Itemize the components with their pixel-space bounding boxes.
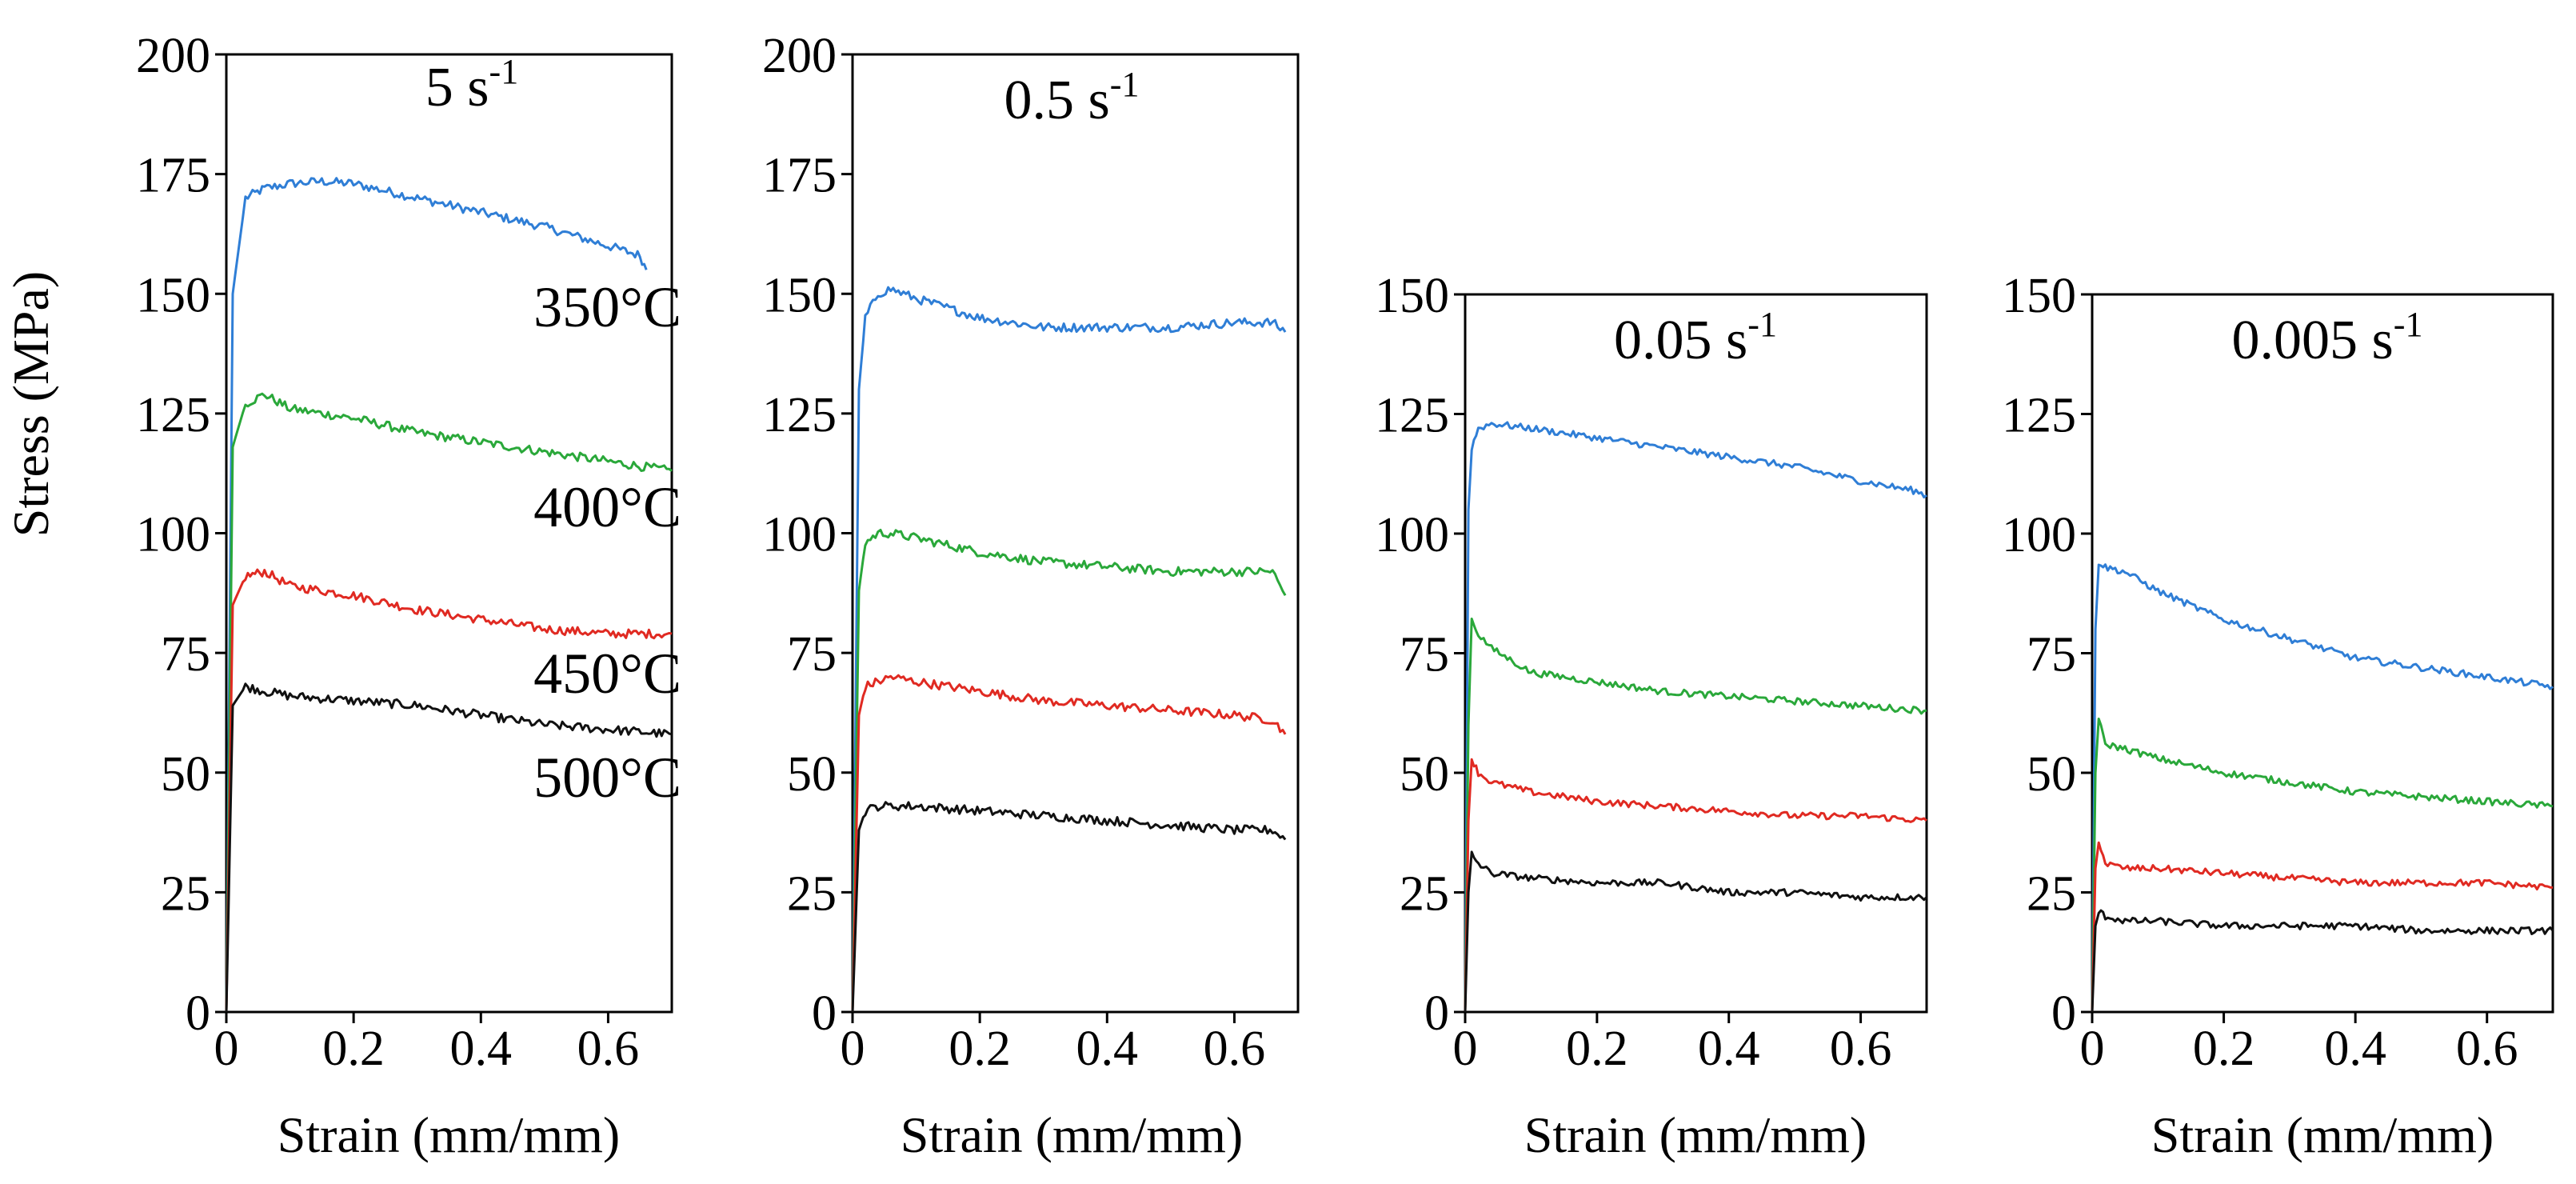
series-line-400C	[225, 392, 673, 1013]
x-tick-label: 0.4	[1076, 1022, 1139, 1076]
series-line-350C	[1464, 421, 1927, 1013]
series-line-350C	[225, 177, 648, 1013]
x-tick-label: 0.4	[1698, 1022, 1760, 1076]
y-tick-label: 100	[1375, 508, 1449, 562]
panel-title: 0.005 s-1	[2232, 305, 2423, 371]
series-line-400C	[2091, 718, 2554, 1013]
plot-frame	[2091, 293, 2554, 1014]
series-line-500C	[1464, 850, 1928, 1013]
y-tick-label: 175	[136, 149, 210, 203]
panel-0.5: 0 25 50 75 100 125 150 175 200 0 0.2 0.4 0.6 0.5 s-…	[762, 29, 1300, 1163]
x-tick-label: 0	[2080, 1022, 2105, 1076]
curves	[1464, 421, 1928, 1013]
x-tick-label: 0.2	[2193, 1022, 2255, 1076]
panel-title: 0.05 s-1	[1614, 305, 1777, 371]
x-tick-label: 0	[841, 1022, 865, 1076]
y-tick-label: 75	[161, 627, 210, 682]
series-line-450C	[1464, 758, 1927, 1013]
y-tick-label: 150	[136, 268, 210, 322]
curves	[225, 177, 673, 1013]
y-tick-label: 100	[762, 508, 837, 562]
y-tick-label: 200	[762, 29, 837, 83]
series-line-500C	[225, 682, 673, 1013]
series-label-500: 500°C	[533, 746, 681, 810]
y-tick-label: 125	[136, 388, 210, 442]
y-tick-label: 150	[2002, 269, 2076, 323]
x-tick-label: 0.2	[1566, 1022, 1628, 1076]
y-tick-label: 100	[2002, 508, 2076, 562]
plot-frame	[851, 53, 1300, 1014]
panel-title: 5 s-1	[425, 52, 518, 118]
x-ticks: 0 0.2 0.4 0.6	[841, 1012, 1266, 1076]
series-line-400C	[1464, 618, 1927, 1013]
y-tick-label: 50	[787, 747, 837, 802]
x-tick-label: 0.6	[2456, 1022, 2518, 1076]
y-tick-label: 200	[136, 29, 210, 83]
series-label-350: 350°C	[533, 275, 681, 339]
series-line-450C	[225, 568, 673, 1013]
y-tick-label: 50	[161, 747, 210, 802]
y-tick-label: 175	[762, 149, 837, 203]
x-ticks: 0 0.2 0.4 0.6	[2080, 1012, 2518, 1076]
y-tick-label: 25	[161, 866, 210, 921]
series-line-350C	[2091, 563, 2554, 1013]
y-ticks: 0 25 50 75 100 125 150	[2002, 269, 2092, 1041]
y-tick-label: 25	[2027, 867, 2076, 922]
panel-0.005: 0 25 50 75 100 125 150 0 0.2 0.4 0.6 0.005 s-1 St…	[2002, 269, 2554, 1163]
series-line-350C	[851, 286, 1287, 1013]
plot-frame	[1464, 293, 1928, 1014]
x-tick-label: 0.6	[1204, 1022, 1266, 1076]
y-ticks: 0 25 50 75 100 125 150	[1375, 269, 1465, 1041]
series-line-500C	[851, 801, 1287, 1013]
y-tick-label: 0	[186, 986, 210, 1041]
y-ticks: 0 25 50 75 100 125 150 175 200	[136, 29, 226, 1041]
curves	[851, 286, 1287, 1013]
series-line-450C	[851, 674, 1287, 1013]
x-tick-label: 0.4	[2324, 1022, 2386, 1076]
curves	[2091, 563, 2554, 1013]
y-tick-label: 0	[1424, 986, 1449, 1041]
y-tick-label: 75	[2027, 628, 2076, 682]
series-label-450: 450°C	[533, 642, 681, 706]
y-tick-label: 100	[136, 508, 210, 562]
y-tick-label: 0	[2051, 986, 2076, 1041]
x-axis-title: Strain (mm/mm)	[901, 1106, 1243, 1163]
x-axis-title: Strain (mm/mm)	[2151, 1106, 2494, 1163]
x-tick-label: 0	[1453, 1022, 1478, 1076]
x-tick-label: 0.6	[1830, 1022, 1892, 1076]
x-tick-label: 0	[214, 1022, 239, 1076]
panel-title: 0.5 s-1	[1004, 65, 1140, 131]
series-line-400C	[851, 529, 1287, 1013]
x-axis-title: Strain (mm/mm)	[1524, 1106, 1867, 1163]
y-tick-label: 25	[787, 866, 837, 921]
panel-0.05: 0 25 50 75 100 125 150 0 0.2 0.4 0.6 0.05 s-1 Str…	[1375, 269, 1928, 1163]
x-ticks: 0 0.2 0.4 0.6	[1453, 1012, 1892, 1076]
y-tick-label: 75	[1400, 628, 1449, 682]
x-tick-label: 0.2	[322, 1022, 385, 1076]
series-label-400: 400°C	[533, 475, 681, 539]
y-tick-label: 0	[812, 986, 837, 1041]
y-tick-label: 150	[762, 268, 837, 322]
y-tick-label: 125	[2002, 389, 2076, 443]
y-tick-label: 150	[1375, 269, 1449, 323]
y-tick-label: 125	[762, 388, 837, 442]
y-ticks: 0 25 50 75 100 125 150 175 200	[762, 29, 853, 1041]
series-line-450C	[2091, 841, 2554, 1013]
y-axis-title: Stress (MPa)	[2, 271, 59, 537]
y-tick-label: 50	[1400, 747, 1449, 802]
y-tick-label: 50	[2027, 747, 2076, 802]
series-line-500C	[2091, 909, 2554, 1013]
x-tick-label: 0.2	[949, 1022, 1011, 1076]
y-tick-label: 75	[787, 627, 837, 682]
x-axis-title: Strain (mm/mm)	[278, 1106, 620, 1163]
y-tick-label: 25	[1400, 867, 1449, 922]
x-tick-label: 0.4	[450, 1022, 513, 1076]
y-tick-label: 125	[1375, 389, 1449, 443]
x-tick-label: 0.6	[577, 1022, 640, 1076]
x-ticks: 0 0.2 0.4 0.6	[214, 1012, 640, 1076]
